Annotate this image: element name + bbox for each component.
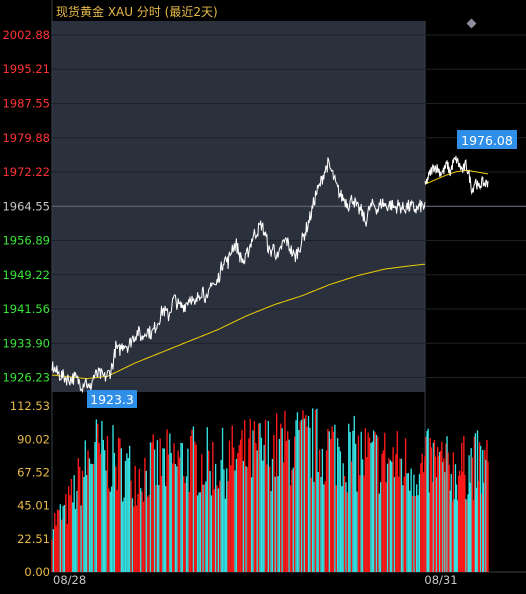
chart-title: 现货黄金 XAU 分时 (最近2天) — [56, 5, 218, 19]
volume-tick-label: 45.01 — [17, 499, 50, 513]
volume-tick-label: 0.00 — [24, 565, 50, 579]
price-tick-label: 1926.23 — [2, 371, 50, 385]
price-tick-label: 1979.88 — [2, 131, 50, 145]
average-line-day2 — [424, 169, 489, 185]
volume-tick-label: 90.02 — [17, 432, 50, 446]
price-tick-label: 1956.89 — [2, 234, 50, 248]
price-line-day1 — [51, 157, 426, 394]
price-tick-label: 1995.21 — [2, 62, 50, 76]
volume-tick-label: 22.51 — [17, 532, 50, 546]
price-tick-label: 1972.22 — [2, 165, 50, 179]
price-tick-label: 2002.88 — [2, 28, 50, 42]
volume-tick-label: 112.53 — [10, 399, 50, 413]
price-tick-label: 1933.90 — [2, 336, 50, 350]
x-axis-label: 08/28 — [53, 573, 86, 587]
volume-tick-label: 67.52 — [17, 465, 50, 479]
price-tick-label: 1949.22 — [2, 268, 50, 282]
price-line-day2 — [424, 155, 489, 196]
x-axis-label: 08/31 — [424, 573, 457, 587]
average-line-day1 — [51, 263, 426, 380]
price-tick-label: 1987.55 — [2, 96, 50, 110]
price-tick-label: 1941.56 — [2, 302, 50, 316]
low-price-label: 1923.3 — [90, 392, 134, 407]
low-price-box — [87, 390, 137, 408]
last-price-label: 1976.08 — [461, 133, 513, 148]
price-tick-label: 1964.55 — [2, 199, 50, 213]
last-price-box — [457, 130, 517, 149]
